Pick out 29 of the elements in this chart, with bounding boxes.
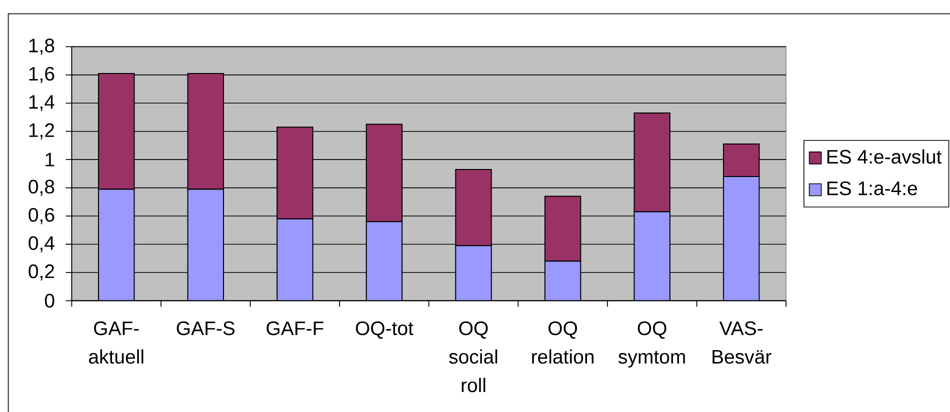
bar [722,176,760,301]
y-tick-label: 0,6 [28,208,54,224]
bar [544,261,581,301]
y-tick-label: 1,8 [29,38,54,55]
x-tick-label: GAF-S [176,321,235,336]
y-tick-label: 1,4 [29,95,54,112]
bar [277,218,313,301]
bar [98,189,134,301]
y-tick-label: 0,8 [28,180,54,196]
x-tick-label: OQ-tot [356,321,414,339]
y-tick-label: 0 [44,294,54,308]
bar [366,222,402,301]
x-tick-label: GAF-aktuell [89,321,144,364]
x-tick-label: VAS-Besvär [712,321,772,364]
legend-label: ES 1:a-4:e [827,181,918,196]
bar [634,212,670,301]
x-tick-label: OQ symtom [618,321,685,368]
x-tick-label: GAF-F [266,321,324,336]
bar [544,196,582,262]
x-tick-label: OQ social roll [449,321,498,392]
y-tick-label: 1,6 [29,66,54,83]
y-tick-label: 0,2 [28,264,54,281]
x-tick-label: OQ relation [532,321,594,364]
bar [188,189,224,301]
bar [456,246,492,301]
legend-label: ES 4:e-avslut [827,149,942,164]
y-tick-label: 1 [46,152,54,166]
y-tick-label: 1,2 [29,123,54,140]
y-tick-label: 0,4 [28,236,54,252]
